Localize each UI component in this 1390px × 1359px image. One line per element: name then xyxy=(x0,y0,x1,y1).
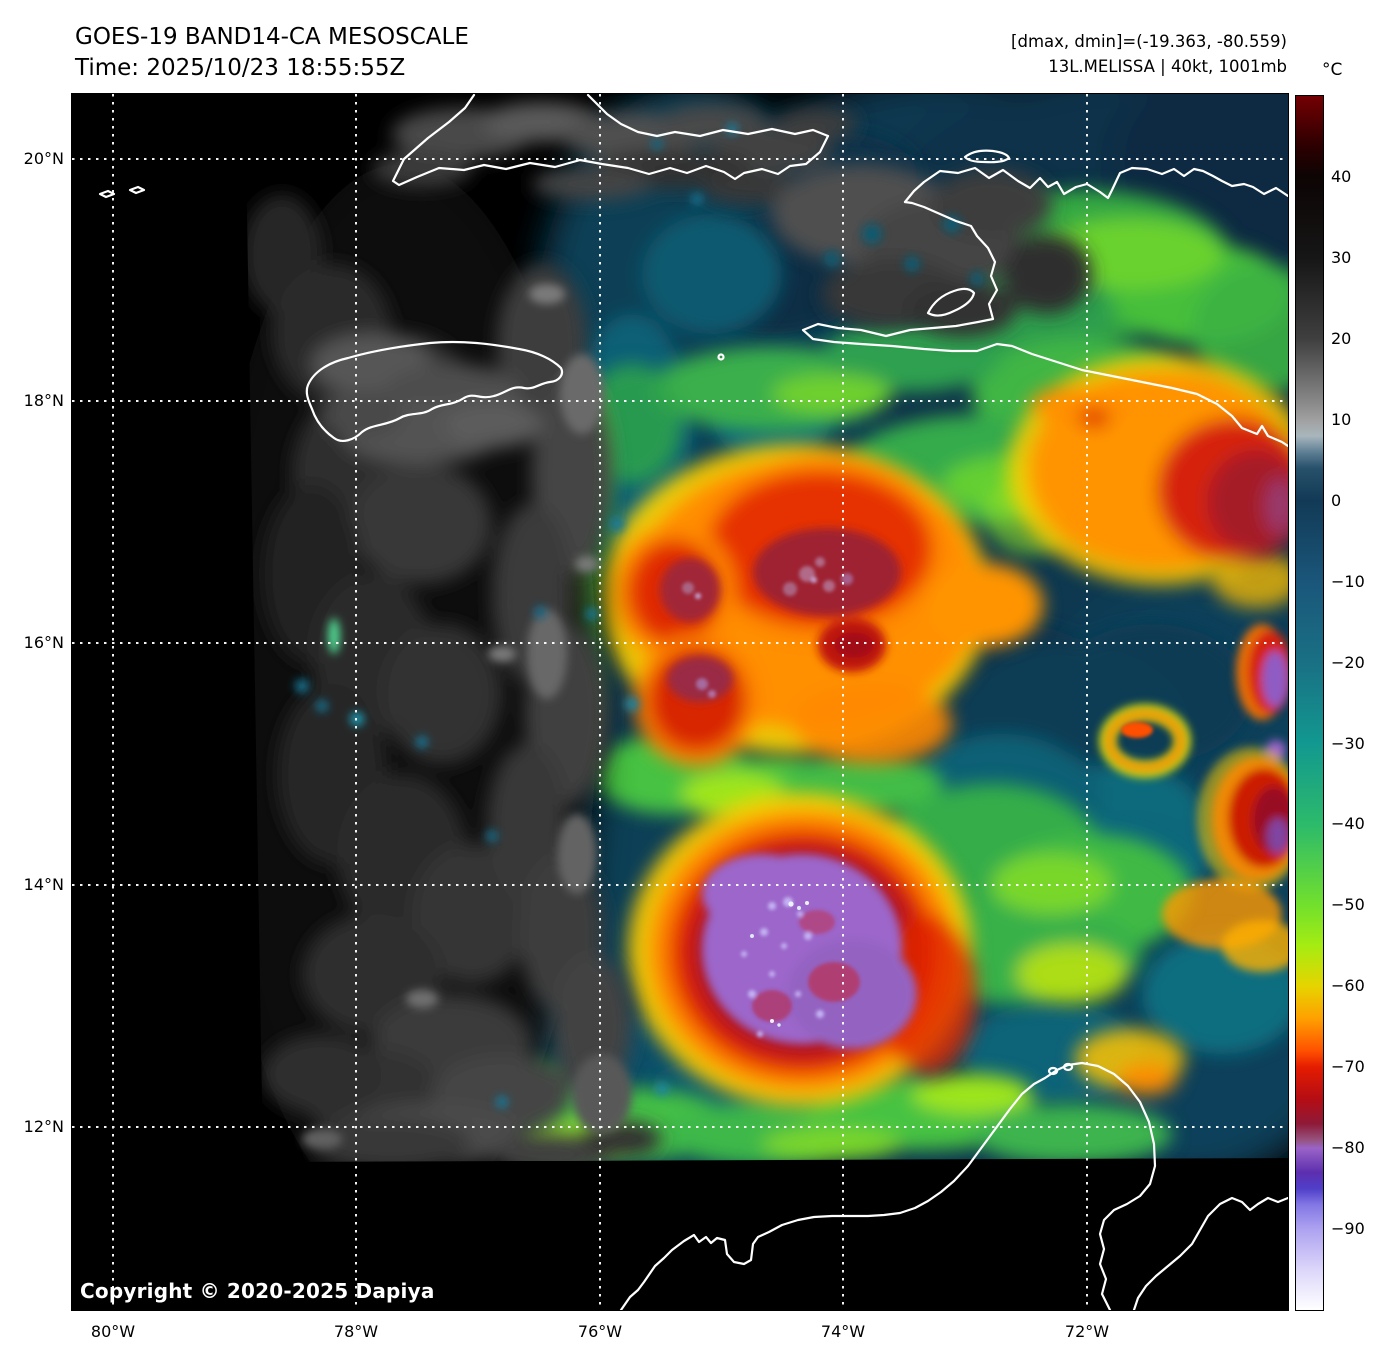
ir-hispaniola-convection xyxy=(1008,355,1288,585)
storm-annotation: 13L.MELISSA | 40kt, 1001mb xyxy=(1048,57,1287,76)
coastline-cuba-south xyxy=(391,93,830,187)
lon-tick-label: 72°W xyxy=(1064,1322,1110,1341)
coastline-jamaica xyxy=(305,340,564,442)
embedded-cold-specks xyxy=(295,123,984,1108)
colorbar-unit-label: °C xyxy=(1322,60,1343,80)
coastline-cuba-north xyxy=(586,93,830,138)
colorbar-tick-label: 0 xyxy=(1331,490,1342,510)
colorbar-tick-label: 20 xyxy=(1331,328,1352,348)
range-annotation: [dmax, dmin]=(-19.363, -80.559) xyxy=(1011,32,1287,51)
colorbar-gradient xyxy=(1296,96,1323,1310)
lon-tick-label: 74°W xyxy=(820,1322,866,1341)
ir-right-edge-cells xyxy=(1162,624,1288,972)
low-cloud-gray-field xyxy=(245,102,1092,1162)
coastline-tortuga xyxy=(963,149,1011,164)
satellite-imagery xyxy=(72,93,1290,1312)
lat-tick-label: 16°N xyxy=(23,633,64,653)
colorbar-tick-label: −20 xyxy=(1331,652,1365,672)
colorbar-tick-label: −70 xyxy=(1331,1057,1365,1077)
lat-tick-label: 18°N xyxy=(23,391,64,411)
lat-tick-label: 20°N xyxy=(23,149,64,169)
colorbar-tick-label: −60 xyxy=(1331,976,1365,996)
lat-tick-label: 12°N xyxy=(23,1117,64,1137)
title-block: GOES-19 BAND14-CA MESOSCALE Time: 2025/1… xyxy=(75,22,469,84)
colorbar-tick-label: 10 xyxy=(1331,409,1352,429)
colorbar-tick-label: 30 xyxy=(1331,248,1352,268)
coastline-hispaniola-north xyxy=(903,166,1290,204)
colorbar-tick-label: −50 xyxy=(1331,895,1365,915)
lat-tick-label: 14°N xyxy=(23,875,64,895)
lon-tick-label: 80°W xyxy=(90,1322,136,1341)
annotation-block: [dmax, dmin]=(-19.363, -80.559) 13L.MELI… xyxy=(1011,29,1287,79)
figure-timestamp: Time: 2025/10/23 18:55:55Z xyxy=(75,55,406,81)
colorbar xyxy=(1295,95,1324,1311)
ir-southern-core xyxy=(628,793,977,1107)
coastline-colombia xyxy=(619,1061,1157,1312)
copyright-watermark: Copyright © 2020-2025 Dapiya xyxy=(80,1279,435,1303)
colorbar-tick-label: −10 xyxy=(1331,571,1365,591)
map-plot xyxy=(71,93,1290,1312)
coastline-gonave xyxy=(926,287,976,317)
coastline-venezuela xyxy=(1132,1196,1290,1312)
colorbar-tick-label: −90 xyxy=(1331,1219,1365,1239)
coastline-navassa xyxy=(717,353,725,361)
ir-north-convective-cluster xyxy=(600,444,1043,766)
colorbar-tick-label: −40 xyxy=(1331,814,1365,834)
coastline-guajira-islets xyxy=(1047,1062,1074,1076)
colorbar-tick-label: −80 xyxy=(1331,1138,1365,1158)
coastlines xyxy=(98,93,1290,1312)
colorbar-tick-label: −30 xyxy=(1331,733,1365,753)
lon-tick-label: 76°W xyxy=(577,1322,623,1341)
ir-coldest-pixels xyxy=(750,901,809,1027)
lon-tick-label: 78°W xyxy=(333,1322,379,1341)
coastline-cayman-islands xyxy=(98,185,146,199)
coastline-hispaniola-south xyxy=(801,200,1290,448)
colorbar-tick-label: 40 xyxy=(1331,167,1352,187)
figure-title: GOES-19 BAND14-CA MESOSCALE xyxy=(75,24,469,50)
graticule xyxy=(72,94,1288,1310)
